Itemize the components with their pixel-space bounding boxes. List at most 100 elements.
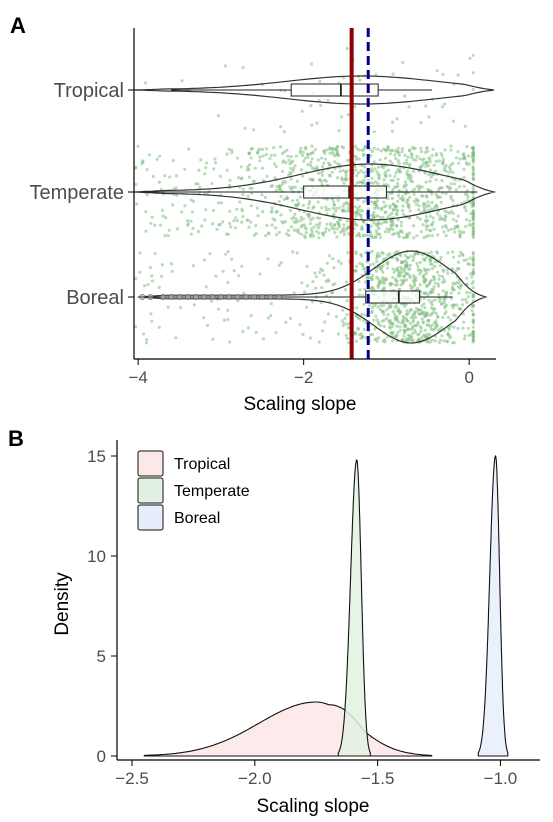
data-point [428, 157, 432, 161]
data-point [342, 233, 346, 237]
data-point [334, 209, 338, 213]
x-axis-title-a: Scaling slope [243, 394, 356, 415]
data-point [239, 165, 243, 169]
data-point [212, 167, 216, 171]
data-point [336, 221, 340, 225]
data-point [432, 163, 436, 167]
data-point [354, 264, 359, 268]
data-point [254, 330, 258, 334]
data-point [414, 315, 418, 320]
data-point [462, 320, 466, 324]
data-point [406, 272, 410, 276]
violin-tropical [133, 75, 495, 105]
data-point [385, 266, 389, 270]
box-iqr [290, 83, 379, 97]
data-point [294, 217, 298, 221]
data-point [337, 129, 341, 133]
data-point [320, 165, 325, 169]
data-point [446, 185, 451, 189]
data-point [432, 278, 437, 282]
data-point [439, 338, 443, 342]
data-point [292, 228, 296, 232]
data-point [440, 154, 444, 158]
data-point [467, 154, 471, 158]
data-point [144, 81, 148, 85]
data-point [332, 266, 336, 270]
data-point [200, 224, 204, 228]
data-point [431, 147, 435, 151]
data-point [314, 286, 318, 290]
data-point [340, 176, 344, 180]
data-point [391, 267, 395, 271]
data-point [412, 192, 416, 196]
data-point [323, 151, 327, 155]
data-point [160, 208, 165, 212]
data-point [367, 304, 371, 308]
data-point [406, 169, 410, 173]
data-point [371, 236, 375, 240]
data-point [322, 149, 326, 153]
data-point [409, 286, 413, 290]
data-point [320, 173, 324, 177]
data-point [405, 158, 409, 162]
data-point [338, 230, 343, 234]
data-point [393, 153, 397, 157]
data-point [346, 225, 350, 229]
data-point [157, 180, 161, 184]
data-point [325, 148, 329, 152]
data-point [166, 234, 170, 238]
data-point [426, 188, 430, 192]
data-point [424, 164, 428, 168]
data-point [300, 187, 304, 191]
data-point [362, 328, 366, 332]
data-point [340, 115, 344, 119]
data-point [434, 153, 438, 157]
data-point [439, 255, 443, 260]
data-point [317, 231, 321, 235]
data-point [414, 306, 419, 310]
data-point [431, 266, 435, 271]
data-point [354, 214, 358, 218]
data-point [269, 314, 273, 318]
data-point [426, 218, 430, 222]
data-point [270, 206, 274, 210]
data-point [331, 150, 335, 154]
data-point [355, 223, 359, 227]
data-point [142, 284, 147, 288]
data-point [240, 220, 244, 224]
data-point [440, 302, 444, 306]
data-point [471, 178, 475, 182]
data-point [214, 274, 218, 278]
data-point [326, 99, 330, 103]
data-point [412, 236, 416, 240]
data-point [187, 147, 191, 151]
data-point [391, 187, 395, 192]
y-tick-label: 5 [97, 647, 106, 666]
data-point [471, 172, 475, 176]
data-point [464, 258, 469, 262]
data-point [240, 264, 244, 268]
data-point [151, 174, 155, 179]
data-point [373, 167, 377, 171]
data-point [432, 287, 436, 291]
data-point [396, 146, 400, 150]
data-point [283, 219, 287, 224]
data-point [409, 316, 413, 320]
data-point [235, 207, 239, 211]
data-point [376, 221, 380, 225]
data-point [196, 230, 200, 234]
data-point [336, 332, 341, 336]
data-point [443, 214, 448, 218]
data-point [453, 230, 457, 234]
data-point [407, 203, 411, 207]
data-point [370, 311, 374, 315]
data-point [380, 250, 384, 255]
data-point [452, 288, 456, 292]
data-point [389, 226, 393, 230]
data-point [306, 163, 310, 167]
data-point [422, 281, 427, 285]
data-point [286, 154, 290, 158]
data-point [467, 223, 471, 227]
data-point [295, 198, 299, 202]
data-point [366, 178, 370, 182]
